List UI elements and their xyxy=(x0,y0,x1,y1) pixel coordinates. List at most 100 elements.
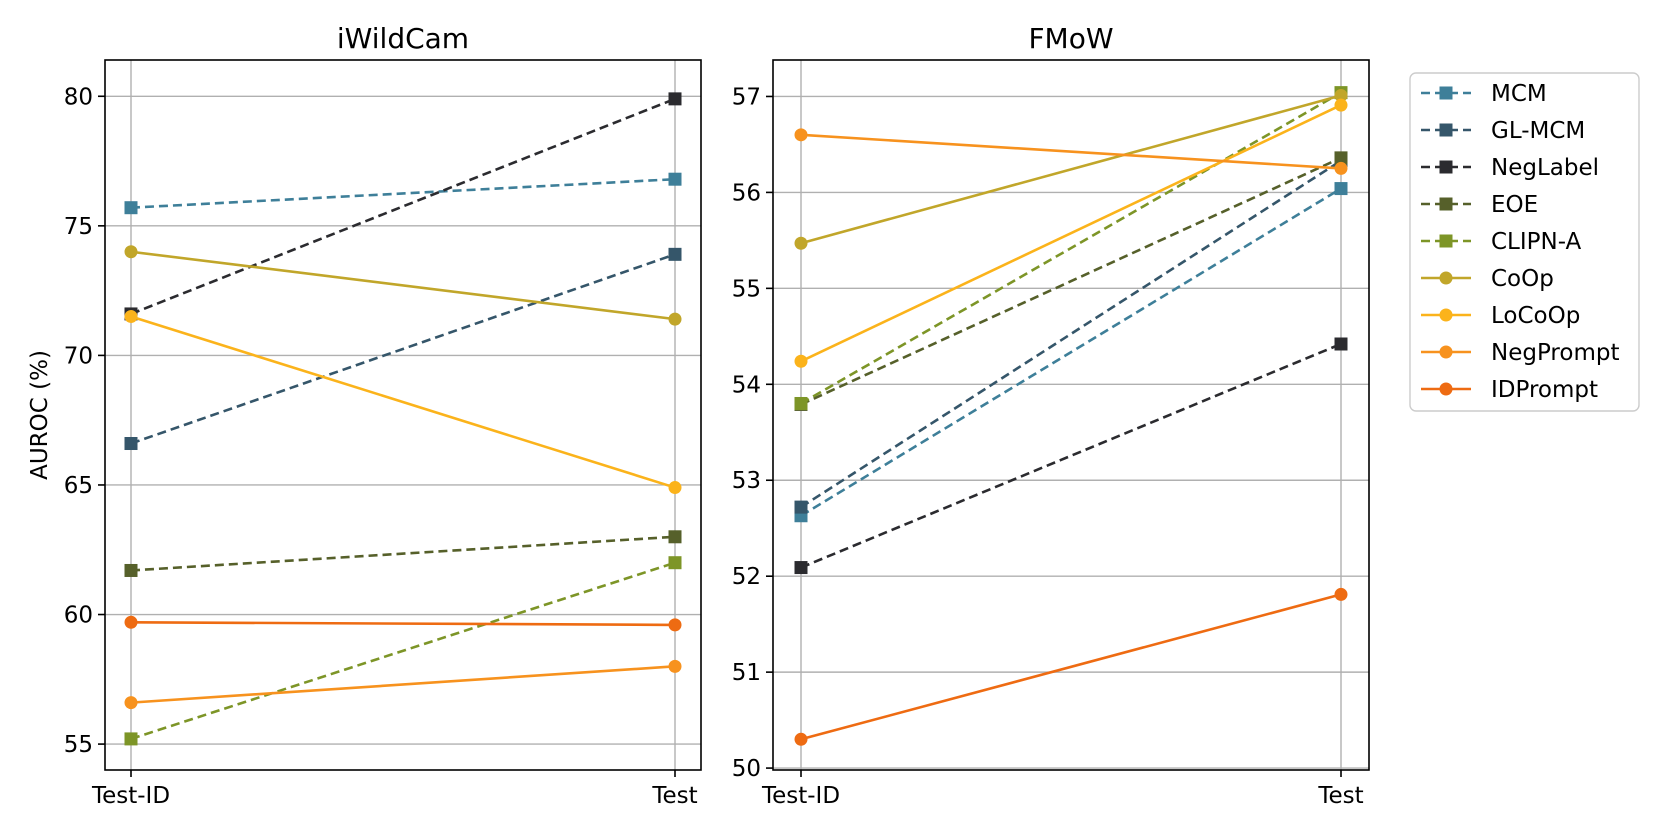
data-point xyxy=(124,245,138,259)
series-clipn-a xyxy=(124,556,682,746)
gridlines xyxy=(105,60,701,770)
series-neglabel xyxy=(794,337,1348,575)
series-gl-mcm xyxy=(794,154,1348,514)
series-gl-mcm xyxy=(124,247,682,451)
y-tick-label: 80 xyxy=(64,84,93,110)
tick-layer: 50 51 52 53 54 55 56 57 Test-ID Test xyxy=(732,84,1364,809)
legend-label: LoCoOp xyxy=(1491,303,1580,329)
series-line xyxy=(130,97,676,316)
data-point xyxy=(794,236,808,250)
data-point xyxy=(124,732,138,746)
data-point xyxy=(124,201,138,215)
series-eoe xyxy=(794,151,1348,411)
series-line xyxy=(130,315,676,489)
legend-box xyxy=(1409,72,1640,412)
y-tick-label: 50 xyxy=(732,756,761,782)
data-point xyxy=(668,618,682,632)
plot-frame xyxy=(772,59,1370,771)
data-point xyxy=(1334,182,1348,196)
data-point xyxy=(124,437,138,451)
data-point xyxy=(1334,587,1348,601)
tick-layer: 55 60 65 70 75 80 Test-ID Test xyxy=(64,84,698,809)
series-negprompt xyxy=(794,128,1348,175)
series-idprompt xyxy=(794,587,1348,746)
x-tick-label: Test-ID xyxy=(761,783,840,809)
data-point xyxy=(668,92,682,106)
data-point xyxy=(668,556,682,570)
y-tick-label: 51 xyxy=(732,660,761,686)
series-mcm xyxy=(124,172,682,215)
legend-marker xyxy=(1439,197,1453,211)
series-eoe xyxy=(124,530,682,577)
y-tick-label: 52 xyxy=(732,564,761,590)
series-coop xyxy=(794,89,1348,250)
x-tick-label: Test xyxy=(1317,783,1363,809)
legend: MCM GL-MCM NegLabel EOE CLIPN-A CoOp LoCoOp Neg… xyxy=(1409,72,1640,412)
legend-entry: IDPrompt xyxy=(1421,377,1598,403)
y-tick-label: 65 xyxy=(64,473,93,499)
y-tick-label: 55 xyxy=(64,732,93,758)
legend-label: MCM xyxy=(1491,81,1547,107)
data-point xyxy=(794,396,808,410)
legend-entry: CoOp xyxy=(1421,266,1554,292)
data-point xyxy=(1334,89,1348,102)
data-point xyxy=(124,310,138,324)
legend-marker xyxy=(1439,234,1453,248)
data-point xyxy=(668,172,682,186)
plot-frame xyxy=(104,59,702,771)
legend-entry: NegLabel xyxy=(1421,155,1599,181)
gridlines xyxy=(773,60,1369,770)
data-point xyxy=(668,247,682,261)
data-point xyxy=(668,659,682,673)
legend-label: CoOp xyxy=(1491,266,1554,292)
series-line xyxy=(130,535,676,572)
series-line xyxy=(800,187,1342,517)
y-tick-label: 60 xyxy=(64,603,93,629)
legend-label: NegLabel xyxy=(1491,155,1599,181)
series-line xyxy=(130,253,676,445)
data-point xyxy=(1334,98,1348,112)
data-point xyxy=(124,563,138,577)
data-point xyxy=(794,561,808,575)
legend-marker xyxy=(1439,345,1453,359)
series-line xyxy=(130,665,676,704)
y-axis-label: AUROC (%) xyxy=(27,350,53,480)
series-line xyxy=(130,250,676,321)
series-line xyxy=(800,159,1342,509)
series-idprompt xyxy=(124,615,682,632)
legend-marker xyxy=(1439,382,1453,396)
series-locoop xyxy=(794,98,1348,368)
data-point xyxy=(668,530,682,544)
legend-label: CLIPN-A xyxy=(1491,229,1582,255)
series-negprompt xyxy=(124,659,682,710)
series-layer xyxy=(124,92,682,746)
data-point xyxy=(668,481,682,495)
series-line xyxy=(800,156,1342,406)
legend-label: IDPrompt xyxy=(1491,377,1598,403)
legend-label: GL-MCM xyxy=(1491,118,1585,144)
panel-fmow: 50 51 52 53 54 55 56 57 Test-ID Test FMoW xyxy=(732,22,1370,809)
y-tick-label: 55 xyxy=(732,276,761,302)
legend-label: EOE xyxy=(1491,192,1538,218)
y-tick-label: 54 xyxy=(732,372,761,398)
series-line xyxy=(800,133,1342,170)
legend-entry: EOE xyxy=(1421,192,1538,218)
legend-marker xyxy=(1439,86,1453,100)
series-line xyxy=(130,620,676,627)
series-layer xyxy=(794,86,1348,746)
y-tick-label: 56 xyxy=(732,180,761,206)
data-point xyxy=(1334,151,1348,165)
series-line xyxy=(800,94,1342,245)
series-clipn-a xyxy=(794,86,1348,410)
data-point xyxy=(124,696,138,710)
series-line xyxy=(800,103,1342,363)
series-line xyxy=(800,91,1342,405)
y-tick-label: 75 xyxy=(64,214,93,240)
legend-entry: GL-MCM xyxy=(1421,118,1585,144)
y-tick-label: 57 xyxy=(732,84,761,110)
panel-iwildcam: 55 60 65 70 75 80 Test-ID Test iWildCam AUROC (… xyxy=(27,22,702,809)
chart-title: iWildCam xyxy=(337,22,469,55)
legend-label: NegPrompt xyxy=(1491,340,1619,366)
x-tick-label: Test xyxy=(651,783,697,809)
